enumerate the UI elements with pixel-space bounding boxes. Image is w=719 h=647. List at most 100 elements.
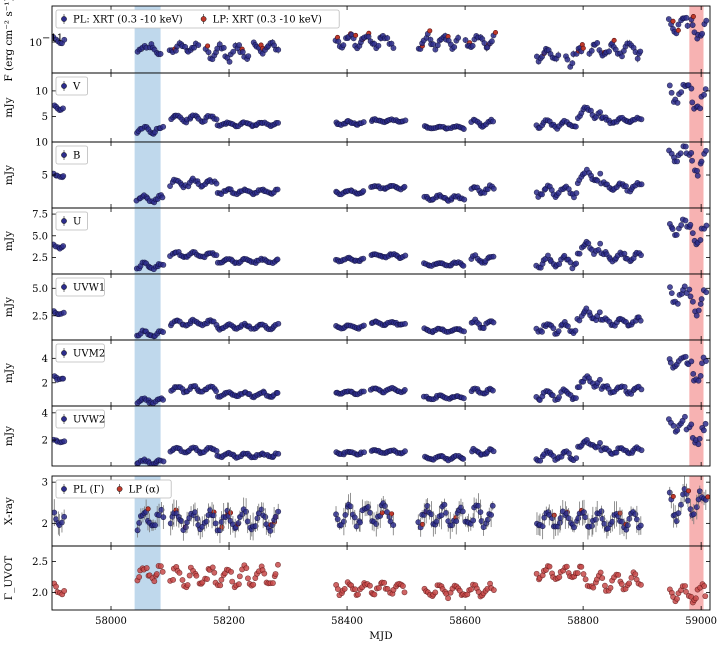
data-point bbox=[690, 370, 697, 377]
data-point bbox=[367, 509, 374, 516]
data-point bbox=[703, 289, 710, 296]
data-point bbox=[402, 448, 408, 455]
data-point bbox=[158, 506, 165, 513]
data-point bbox=[61, 588, 68, 594]
data-point bbox=[220, 44, 227, 51]
data-point bbox=[633, 516, 640, 523]
data-point bbox=[60, 375, 67, 382]
data-point bbox=[360, 388, 367, 395]
data-point bbox=[696, 488, 703, 495]
data-point bbox=[556, 574, 563, 581]
data-point bbox=[701, 91, 707, 98]
data-point bbox=[211, 569, 218, 576]
data-point bbox=[186, 572, 193, 579]
data-point bbox=[459, 508, 466, 515]
data-point bbox=[390, 45, 397, 51]
data-point bbox=[628, 574, 635, 581]
y-tick-label: 5.0 bbox=[32, 231, 48, 242]
data-point bbox=[555, 328, 562, 335]
legend-label: UVW2 bbox=[73, 415, 105, 426]
data-point bbox=[351, 514, 358, 521]
data-point bbox=[697, 372, 704, 379]
data-point bbox=[239, 49, 246, 55]
highlight-band-1 bbox=[689, 340, 704, 406]
x-tick-label: 58400 bbox=[331, 616, 363, 627]
data-point bbox=[192, 509, 198, 516]
data-point bbox=[674, 99, 681, 106]
data-point bbox=[703, 358, 709, 364]
data-point bbox=[490, 118, 497, 125]
data-point bbox=[357, 519, 363, 526]
data-point bbox=[236, 42, 243, 48]
data-point bbox=[159, 194, 166, 201]
data-point bbox=[597, 170, 604, 177]
data-points bbox=[52, 413, 709, 466]
data-point bbox=[695, 377, 702, 384]
data-point bbox=[60, 309, 67, 316]
data-point-lp bbox=[205, 43, 211, 49]
y-axis-label: mJy bbox=[3, 363, 15, 383]
data-point bbox=[376, 584, 382, 591]
data-point bbox=[695, 441, 702, 448]
data-point bbox=[702, 86, 709, 93]
data-point bbox=[176, 569, 183, 576]
data-point bbox=[468, 586, 475, 593]
data-point bbox=[360, 255, 367, 262]
data-point bbox=[160, 514, 167, 521]
data-point bbox=[143, 565, 150, 571]
data-point bbox=[167, 183, 173, 190]
data-point bbox=[274, 256, 281, 263]
data-points bbox=[52, 353, 709, 406]
data-point bbox=[228, 568, 234, 575]
data-point bbox=[61, 36, 68, 43]
data-points bbox=[52, 561, 709, 606]
data-point bbox=[361, 322, 367, 329]
data-point bbox=[682, 143, 689, 150]
legend-marker bbox=[61, 284, 67, 290]
data-point bbox=[674, 300, 681, 307]
legend-box bbox=[55, 76, 89, 96]
data-point bbox=[618, 581, 625, 587]
y-tick-label: 2 bbox=[42, 378, 48, 389]
data-point bbox=[184, 582, 191, 588]
data-point bbox=[160, 396, 166, 403]
data-point bbox=[668, 89, 675, 96]
data-point bbox=[697, 105, 704, 112]
data-point bbox=[683, 588, 689, 595]
data-point bbox=[700, 427, 707, 434]
data-point bbox=[667, 284, 673, 291]
y-tick-label: 2.5 bbox=[32, 557, 48, 568]
data-point bbox=[683, 14, 690, 21]
y-tick-label: 5 bbox=[42, 171, 48, 182]
data-point bbox=[638, 116, 645, 123]
data-point bbox=[272, 571, 279, 577]
data-point bbox=[352, 586, 359, 593]
data-point bbox=[619, 53, 625, 60]
y-tick-label: 2.5 bbox=[32, 311, 48, 322]
data-point bbox=[451, 44, 458, 50]
data-point bbox=[578, 563, 585, 570]
data-point bbox=[571, 194, 577, 201]
data-point bbox=[555, 52, 562, 59]
data-point bbox=[160, 262, 167, 268]
data-point bbox=[689, 298, 696, 305]
x-tick-label: 59000 bbox=[685, 616, 717, 627]
data-point bbox=[335, 38, 342, 45]
data-point bbox=[597, 109, 604, 116]
data-points bbox=[52, 14, 710, 70]
data-point bbox=[193, 572, 200, 579]
data-point bbox=[433, 518, 440, 525]
x-tick-label: 58200 bbox=[213, 616, 245, 627]
data-point bbox=[194, 515, 201, 522]
data-point bbox=[136, 574, 143, 580]
data-point bbox=[245, 575, 251, 582]
data-point bbox=[576, 384, 583, 390]
y-axis-label: Γ_UVOT bbox=[3, 556, 15, 600]
data-point-lp bbox=[670, 493, 676, 499]
data-point bbox=[158, 563, 164, 570]
data-point bbox=[697, 237, 704, 243]
data-point bbox=[400, 583, 406, 589]
data-point bbox=[52, 509, 58, 516]
data-point bbox=[226, 58, 233, 65]
y-tick-label: 10 bbox=[35, 138, 48, 149]
